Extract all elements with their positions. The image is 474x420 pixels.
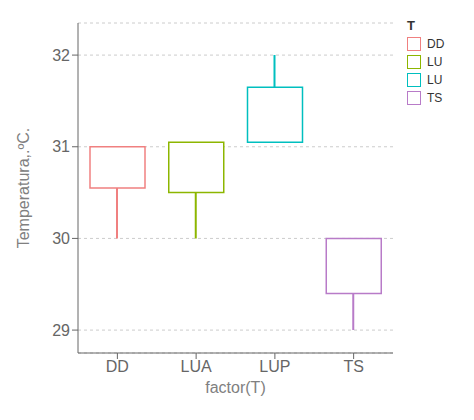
svg-text:29: 29 (52, 322, 70, 339)
html-text:LU: LU (427, 73, 443, 87)
html-text:LU: LU (427, 55, 443, 69)
svg-text:factor(T): factor(T) (205, 379, 265, 396)
svg-text:30: 30 (52, 230, 70, 247)
html-text:TS: TS (427, 91, 443, 105)
html-text:T: T (407, 18, 415, 33)
svg-text:Temperatura,.ºC.: Temperatura,.ºC. (15, 128, 32, 249)
svg-text:LUP: LUP (259, 358, 290, 375)
svg-text:DD: DD (106, 358, 129, 375)
svg-text:LUA: LUA (181, 358, 212, 375)
svg-text:31: 31 (52, 138, 70, 155)
svg-text:32: 32 (52, 47, 70, 64)
svg-text:TS: TS (343, 358, 363, 375)
html-text:DD: DD (427, 37, 445, 51)
